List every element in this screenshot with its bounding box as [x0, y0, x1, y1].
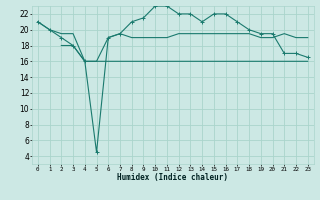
X-axis label: Humidex (Indice chaleur): Humidex (Indice chaleur) — [117, 173, 228, 182]
